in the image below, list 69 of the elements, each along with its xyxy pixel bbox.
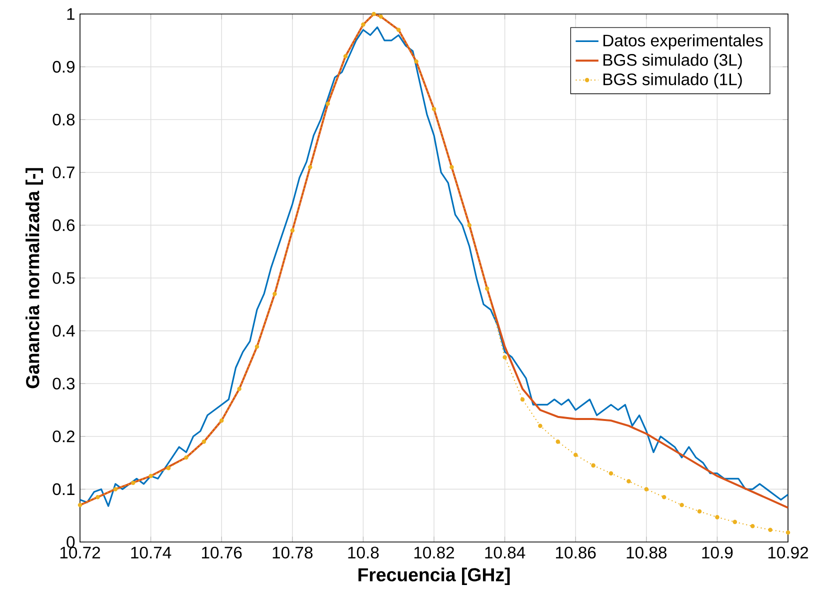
point (272, 292, 277, 296)
y-tick-label: 0.6 (52, 219, 75, 232)
point (626, 479, 631, 484)
y-tick-label: 0.9 (52, 60, 75, 73)
x-tick-label: 10.84 (485, 546, 526, 559)
x-tick-label: 10.88 (626, 546, 667, 559)
point (326, 102, 330, 106)
x-tick-label: 10.92 (768, 546, 808, 559)
point (538, 424, 542, 428)
x-tick-label: 10.76 (202, 546, 242, 559)
point (608, 471, 614, 476)
point (556, 440, 560, 444)
x-tick-label: 10.9 (702, 546, 733, 559)
point (166, 466, 171, 470)
point (520, 397, 525, 402)
point (308, 164, 312, 170)
point (219, 418, 224, 423)
point (591, 463, 596, 468)
point (680, 502, 684, 508)
point (432, 106, 436, 112)
point (484, 286, 490, 291)
point (378, 14, 384, 19)
x-tick-label: 10.8 (348, 546, 379, 559)
point (502, 355, 507, 360)
point (715, 515, 720, 520)
point (644, 487, 649, 492)
point (450, 164, 454, 170)
point (573, 452, 578, 458)
x-tick-label: 10.74 (131, 546, 172, 559)
point (343, 54, 348, 58)
x-tick-label: 10.72 (60, 546, 100, 559)
y-axis-title: Ganancia normalizada [-] (26, 168, 43, 388)
point (768, 528, 772, 532)
legend-label: BGS simulado (3L) (603, 54, 742, 70)
point (697, 509, 702, 514)
x-tick-label: 10.78 (272, 546, 313, 559)
point (372, 12, 376, 16)
point (148, 474, 153, 478)
y-tick-label: 0.7 (52, 166, 74, 178)
x-tick-label: 10.82 (414, 546, 454, 559)
y-tick-label: 0.1 (52, 483, 74, 496)
point (662, 494, 666, 500)
point (96, 494, 100, 500)
point (290, 228, 295, 233)
y-tick-label: 0.2 (52, 430, 74, 442)
point (786, 530, 790, 535)
legend-label: Datos experimentales (603, 34, 763, 50)
point (750, 524, 755, 528)
point (202, 440, 206, 444)
y-tick-label: 0.4 (52, 324, 75, 337)
y-tick-label: 0.8 (52, 114, 75, 126)
point (113, 487, 118, 492)
y-tick-label: 0 (66, 536, 75, 548)
y-tick-label: 0.5 (52, 272, 75, 284)
point (396, 28, 401, 32)
point (467, 223, 472, 228)
point (414, 59, 418, 64)
point (361, 22, 366, 27)
y-tick-label: 1 (67, 8, 74, 20)
x-tick-label: 10.86 (556, 546, 596, 559)
point (130, 480, 136, 485)
point (237, 386, 242, 392)
point (732, 520, 738, 524)
y-tick-label: 0.3 (52, 378, 75, 390)
point (78, 502, 82, 508)
point (184, 455, 188, 460)
point (254, 344, 260, 349)
legend-label: BGS simulado (1L) (603, 73, 742, 89)
x-axis-title: Frecuencia [GHz] (358, 568, 510, 586)
